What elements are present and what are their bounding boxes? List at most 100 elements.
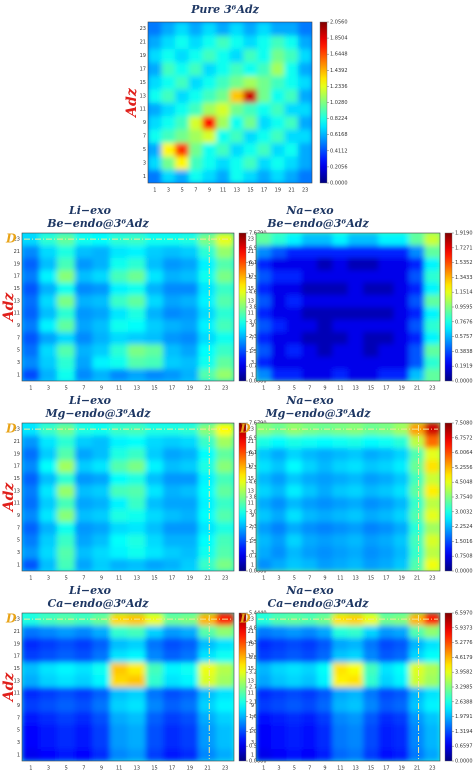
- x-tick-label: 1: [262, 386, 265, 392]
- heatmap-cell: [163, 558, 182, 571]
- heatmap-cell: [198, 269, 217, 283]
- heatmap-cell: [39, 496, 58, 510]
- x-tick-label: 11: [337, 386, 343, 392]
- heatmap-cell: [145, 269, 164, 283]
- heatmap-cell: [74, 686, 93, 700]
- heatmap-cell: [127, 748, 146, 761]
- heatmap-cell: [317, 319, 333, 332]
- heatmap-cell: [424, 521, 440, 535]
- heatmap-cell: [92, 472, 111, 485]
- heatmap-cell: [347, 435, 364, 448]
- y-tick-label: 11: [248, 691, 254, 697]
- heatmap-cell: [39, 245, 58, 258]
- heatmap-cell: [332, 496, 349, 510]
- x-tick-label: 11: [220, 188, 226, 194]
- heatmap-cell: [216, 484, 234, 498]
- y-tick-label: 17: [14, 464, 20, 470]
- y-tick-label: 13: [14, 298, 20, 304]
- x-tick-label: 15: [368, 766, 374, 772]
- colorbar-tick-label: 1.0280: [330, 100, 348, 106]
- y-tick-label: 5: [17, 538, 20, 544]
- heatmap-cell: [39, 331, 58, 345]
- x-tick-label: 9: [323, 576, 326, 582]
- heatmap-cell: [393, 356, 410, 369]
- x-tick-label: 1: [29, 576, 32, 582]
- heatmap-cell: [286, 558, 303, 571]
- heatmap-cell: [271, 257, 287, 271]
- x-tick-label: 19: [275, 188, 281, 194]
- heatmap-cell: [424, 625, 440, 638]
- heatmap-cell: [393, 736, 410, 749]
- heatmap-cell: [347, 472, 364, 485]
- heatmap-cell: [271, 319, 287, 332]
- heatmap-cell: [378, 662, 395, 675]
- heatmap-cell: [216, 343, 234, 357]
- heatmap-cell: [22, 509, 40, 522]
- heatmap-cell: [39, 257, 58, 271]
- heatmap-cell: [161, 48, 176, 63]
- heatmap-cell: [198, 343, 217, 357]
- heatmap-cell: [39, 521, 58, 535]
- x-tick-label: 11: [116, 576, 122, 582]
- colorbar-tick-label: 1.5352: [455, 260, 473, 266]
- heatmap-cell: [127, 649, 146, 663]
- heatmap-cell: [256, 496, 272, 510]
- heatmap-cell: [198, 368, 217, 381]
- heatmap-cell: [188, 169, 203, 183]
- heatmap-cell: [286, 546, 303, 559]
- y-tick-label: 11: [14, 311, 20, 317]
- heatmap-cell: [286, 459, 303, 473]
- heatmap-cell: [39, 343, 58, 357]
- heatmap-cell: [110, 269, 129, 283]
- heatmap-cell: [180, 674, 199, 688]
- heatmap-cell: [393, 711, 410, 725]
- heatmap-cell: [180, 484, 199, 498]
- heatmap-cell: [180, 509, 199, 522]
- heatmap-cell: [148, 22, 162, 36]
- heatmap-cell: [301, 649, 318, 663]
- heatmap-cell: [257, 22, 272, 36]
- heatmap-cell: [409, 245, 425, 258]
- heatmap-cell: [22, 662, 40, 675]
- heatmap-cell: [57, 637, 76, 651]
- heatmap-cell: [301, 711, 318, 725]
- heatmap-cell: [22, 546, 40, 559]
- heatmap-cell: [271, 637, 287, 651]
- colorbar-tick-label: 0.7508: [455, 554, 473, 560]
- heatmap-cell: [378, 343, 395, 357]
- heatmap-cell: [347, 625, 364, 638]
- heatmap-cell: [74, 319, 93, 332]
- heatmap-cell: [301, 294, 318, 308]
- heatmap-cell: [216, 686, 234, 700]
- heatmap-cell: [424, 674, 440, 688]
- heatmap-cell: [110, 282, 129, 295]
- heatmap-cell: [363, 472, 379, 485]
- heatmap-cell: [286, 472, 303, 485]
- heatmap-cell: [92, 736, 111, 749]
- heatmap-cell: [257, 61, 272, 76]
- heatmap-cell: [163, 662, 182, 675]
- heatmap-cell: [301, 343, 318, 357]
- heatmap-cell: [22, 245, 40, 258]
- heatmap-cell: [180, 558, 199, 571]
- heatmap-cell: [378, 294, 395, 308]
- heatmap-cell: [216, 662, 234, 675]
- heatmap-cell: [393, 662, 410, 675]
- heatmap-cell: [317, 282, 333, 295]
- heatmap-cell: [317, 736, 333, 749]
- colorbar-tick-label: 1.1514: [455, 290, 473, 296]
- y-tick-label: 1: [17, 562, 20, 568]
- heatmap-cell: [317, 343, 333, 357]
- heatmap-cell: [74, 472, 93, 485]
- heatmap-cell: [110, 435, 129, 448]
- heatmap-cell: [393, 233, 410, 246]
- colorbar-tick-label: 0.0000: [330, 181, 348, 187]
- heatmap-cell: [216, 637, 234, 651]
- heatmap-cell: [393, 649, 410, 663]
- heatmap-cell: [39, 282, 58, 295]
- heatmap-cell: [110, 423, 129, 436]
- heatmap-cell: [22, 294, 40, 308]
- y-tick-label: 21: [14, 439, 20, 445]
- heatmap-cell: [257, 115, 272, 130]
